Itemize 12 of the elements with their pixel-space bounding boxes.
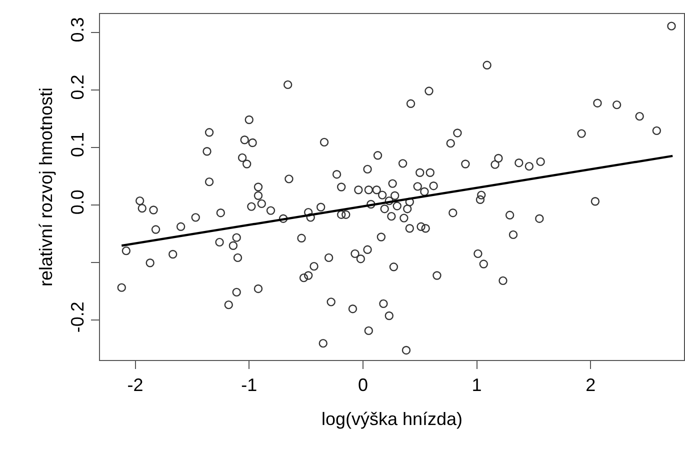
x-axis-title: log(výška hnízda)	[321, 408, 463, 429]
y-tick-label: 0.3	[68, 17, 88, 42]
y-tick-label: 0.2	[68, 74, 88, 100]
y-tick-label: 0.1	[68, 132, 88, 158]
x-tick-label: -1	[241, 374, 258, 395]
x-tick-label: 2	[586, 374, 596, 395]
x-tick-label: -2	[127, 374, 144, 395]
x-tick-label: 0	[358, 374, 368, 395]
y-axis-title: relativní rozvoj hmotnosti	[36, 87, 56, 287]
y-tick-label: -0.2	[68, 302, 88, 333]
x-tick-label: 1	[472, 374, 482, 395]
y-tick-label: 0.0	[68, 190, 88, 215]
